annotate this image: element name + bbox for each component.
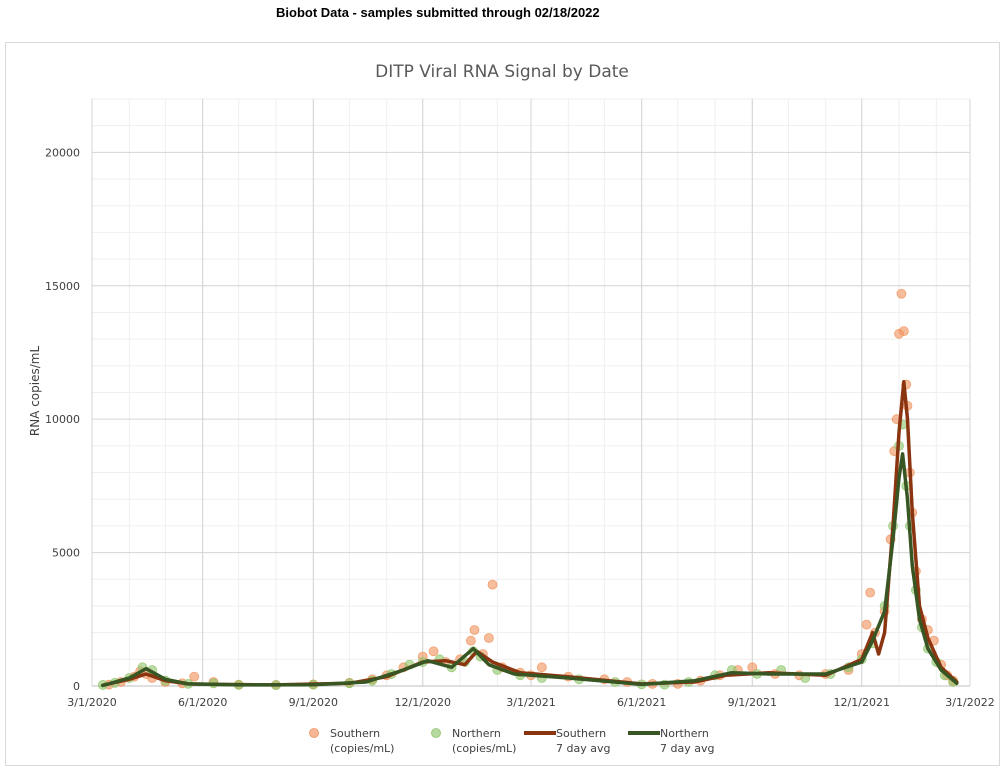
legend-label: Northern bbox=[452, 727, 501, 740]
series-northern-copies-ml bbox=[97, 419, 959, 691]
legend-label: Northern bbox=[660, 727, 709, 740]
legend-sublabel: (copies/mL) bbox=[452, 742, 516, 755]
series-northern-7-day-avg bbox=[101, 452, 959, 688]
chart-title: DITP Viral RNA Signal by Date bbox=[375, 62, 629, 82]
x-tick-label: 3/1/2020 bbox=[67, 696, 116, 709]
y-tick-label: 15000 bbox=[45, 280, 80, 293]
data-point bbox=[484, 633, 494, 643]
legend-item: Southern (copies/mL) bbox=[309, 727, 394, 755]
chart-frame: 0 5000 10000 15000 20000 3/1/2020 6/1/2020 9/1… bbox=[5, 42, 1000, 766]
series-line bbox=[101, 380, 959, 687]
legend-item: Northern (copies/mL) bbox=[431, 727, 516, 755]
data-point bbox=[896, 288, 907, 299]
data-point bbox=[536, 662, 547, 673]
legend-sublabel: 7 day avg bbox=[660, 742, 714, 755]
legend-marker bbox=[309, 728, 319, 738]
x-tick-label: 6/1/2021 bbox=[617, 696, 666, 709]
data-point bbox=[898, 326, 909, 337]
x-tick-label: 12/1/2020 bbox=[395, 696, 451, 709]
data-point bbox=[428, 646, 439, 657]
data-point bbox=[189, 671, 200, 682]
data-point bbox=[469, 625, 480, 635]
series-line bbox=[101, 452, 959, 688]
x-tick-label: 6/1/2020 bbox=[178, 696, 227, 709]
legend-label: Southern bbox=[556, 727, 606, 740]
legend-marker bbox=[431, 728, 441, 738]
data-point bbox=[861, 619, 872, 630]
series-southern-7-day-avg bbox=[101, 380, 959, 687]
chart-svg: 0 5000 10000 15000 20000 3/1/2020 6/1/2020 9/1… bbox=[28, 62, 995, 755]
y-tick-label: 5000 bbox=[52, 547, 80, 560]
x-tick-label: 3/1/2021 bbox=[506, 696, 555, 709]
legend-item: Southern 7 day avg bbox=[524, 727, 610, 755]
data-point bbox=[465, 635, 476, 646]
x-tick-labels: 3/1/2020 6/1/2020 9/1/2020 12/1/2020 3/1/202… bbox=[67, 696, 994, 709]
series-layer bbox=[97, 288, 959, 691]
legend: Southern(copies/mL)Northern(copies/mL)So… bbox=[309, 727, 714, 755]
y-tick-label: 20000 bbox=[45, 146, 80, 159]
y-tick-labels: 0 5000 10000 15000 20000 bbox=[45, 146, 80, 693]
page-header: Biobot Data - samples submitted through … bbox=[276, 5, 600, 20]
y-axis-title: RNA copies/mL bbox=[28, 346, 42, 437]
x-tick-label: 3/1/2022 bbox=[945, 696, 994, 709]
data-point bbox=[865, 587, 876, 598]
x-tick-label: 12/1/2021 bbox=[834, 696, 890, 709]
y-tick-label: 0 bbox=[73, 680, 80, 693]
legend-sublabel: (copies/mL) bbox=[330, 742, 394, 755]
legend-sublabel: 7 day avg bbox=[556, 742, 610, 755]
legend-label: Southern bbox=[330, 727, 380, 740]
data-point bbox=[487, 579, 498, 590]
legend-item: Northern 7 day avg bbox=[628, 727, 714, 755]
x-tick-label: 9/1/2020 bbox=[289, 696, 338, 709]
x-tick-label: 9/1/2021 bbox=[728, 696, 777, 709]
y-tick-label: 10000 bbox=[45, 413, 80, 426]
